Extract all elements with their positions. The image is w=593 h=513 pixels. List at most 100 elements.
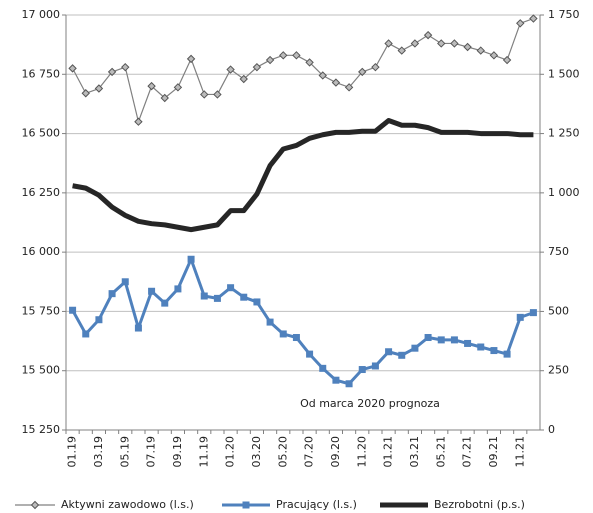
x-tick-label: 01.21 <box>382 436 395 468</box>
point <box>186 54 196 64</box>
y2-tick-label: 1 750 <box>548 8 580 21</box>
point <box>94 84 104 93</box>
y2-tick-label: 1 500 <box>548 67 580 80</box>
point <box>503 350 511 358</box>
x-tick-label: 09.21 <box>487 436 500 468</box>
y-tick-label: 16 500 <box>22 127 61 140</box>
point <box>371 362 379 370</box>
y-tick-label: 16 000 <box>22 245 61 258</box>
legend-marker <box>30 500 40 510</box>
legend-label: Bezrobotni (p.s.) <box>434 498 525 511</box>
point <box>147 81 156 91</box>
annotation: Od marca 2020 prognoza <box>300 397 440 410</box>
x-tick-label: 01.20 <box>224 436 237 468</box>
point <box>134 324 142 332</box>
point <box>82 330 90 338</box>
point <box>305 58 314 67</box>
point <box>279 330 287 338</box>
x-tick-label: 03.20 <box>250 436 263 468</box>
point <box>148 287 156 295</box>
point <box>240 293 248 301</box>
point <box>226 65 235 74</box>
point <box>424 334 432 342</box>
point <box>69 306 77 314</box>
x-tick-label: 03.19 <box>92 436 105 468</box>
point <box>490 347 498 355</box>
point <box>516 19 525 28</box>
y2-tick-label: 250 <box>548 364 569 377</box>
y2-tick-label: 1 250 <box>548 127 580 140</box>
point <box>253 298 261 306</box>
point <box>292 51 301 60</box>
x-tick-label: 07.20 <box>303 436 316 468</box>
y2-tick-label: 750 <box>548 245 569 258</box>
y2-tick-label: 1 000 <box>548 186 580 199</box>
point <box>410 39 420 48</box>
x-tick-label: 07.19 <box>145 436 158 468</box>
point <box>318 71 327 80</box>
point <box>160 93 169 103</box>
x-tick-label: 01.19 <box>66 436 79 468</box>
point <box>252 62 262 72</box>
point <box>437 39 446 48</box>
point <box>411 344 419 352</box>
point <box>344 83 354 92</box>
point <box>437 336 445 344</box>
point <box>81 89 90 98</box>
point <box>227 284 235 292</box>
y-tick-label: 15 500 <box>22 364 61 377</box>
y2-tick-label: 500 <box>548 304 569 317</box>
point <box>213 90 222 99</box>
point <box>95 316 103 324</box>
y2-tick-label: 0 <box>548 423 555 436</box>
point <box>108 290 116 298</box>
point <box>121 62 130 72</box>
point <box>371 62 380 72</box>
legend-label: Aktywni zawodowo (l.s.) <box>61 498 194 511</box>
point <box>200 90 209 99</box>
x-tick-label: 11.20 <box>355 436 368 468</box>
point <box>319 364 327 372</box>
point <box>477 343 485 351</box>
point <box>450 336 458 344</box>
y-tick-label: 15 750 <box>22 304 61 317</box>
point <box>384 39 393 48</box>
point <box>450 39 459 48</box>
point <box>529 309 537 317</box>
point <box>265 55 275 65</box>
y-tick-label: 15 250 <box>22 423 61 436</box>
point <box>398 351 406 359</box>
point <box>464 339 472 347</box>
point <box>358 366 366 374</box>
point <box>489 51 499 60</box>
point <box>516 313 524 321</box>
x-tick-label: 09.19 <box>171 436 184 468</box>
point <box>332 376 340 384</box>
point <box>423 30 433 40</box>
series-line <box>71 257 534 386</box>
point <box>279 51 288 60</box>
series-line <box>72 17 534 123</box>
point <box>529 14 538 23</box>
point <box>68 64 77 73</box>
point <box>213 294 221 302</box>
point <box>463 42 472 52</box>
point <box>358 67 367 77</box>
point <box>502 55 512 65</box>
point <box>161 299 169 307</box>
x-tick-label: 09.20 <box>329 436 342 468</box>
x-tick-label: 03.21 <box>408 436 421 468</box>
point <box>292 334 300 342</box>
y-tick-label: 16 250 <box>22 186 61 199</box>
x-tick-label: 11.21 <box>513 436 526 468</box>
point <box>134 117 143 126</box>
series-line <box>72 118 534 233</box>
legend-marker <box>242 501 250 509</box>
point <box>173 83 183 92</box>
x-tick-label: 05.19 <box>118 436 131 468</box>
point <box>266 318 274 326</box>
x-tick-label: 11.19 <box>197 436 210 468</box>
point <box>385 348 393 356</box>
point <box>239 74 248 84</box>
